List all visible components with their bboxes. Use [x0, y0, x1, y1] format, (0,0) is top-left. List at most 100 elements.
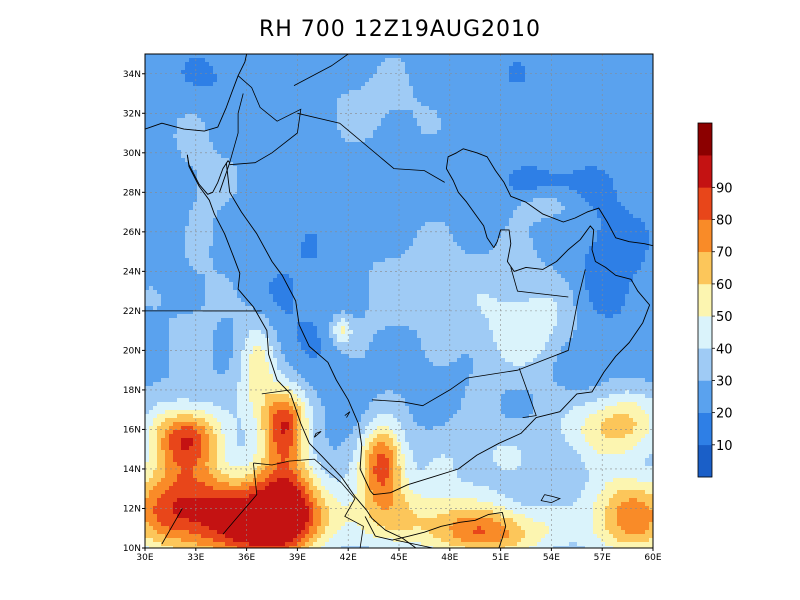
rh-cell: [517, 82, 522, 87]
rh-cell: [369, 170, 374, 175]
rh-cell: [589, 130, 594, 135]
rh-cell: [477, 126, 482, 131]
rh-cell: [617, 150, 622, 155]
rh-cell: [409, 194, 414, 199]
rh-cell: [609, 58, 614, 63]
rh-cell: [509, 170, 514, 175]
rh-cell: [237, 198, 242, 203]
rh-cell: [441, 146, 446, 151]
rh-cell: [277, 150, 282, 155]
rh-cell: [197, 194, 202, 199]
rh-cell: [269, 138, 274, 143]
rh-cell: [273, 106, 278, 111]
rh-cell: [413, 166, 418, 171]
rh-cell: [301, 174, 306, 179]
rh-cell: [269, 174, 274, 179]
rh-cell: [285, 182, 290, 187]
rh-cell: [205, 54, 210, 59]
rh-cell: [377, 174, 382, 179]
rh-cell: [409, 98, 414, 103]
rh-cell: [649, 174, 653, 179]
rh-cell: [473, 178, 478, 183]
rh-cell: [565, 70, 570, 75]
rh-cell: [585, 186, 590, 191]
rh-cell: [589, 58, 594, 63]
rh-cell: [389, 110, 394, 115]
rh-cell: [233, 158, 238, 163]
rh-cell: [225, 202, 230, 207]
rh-cell: [613, 82, 618, 87]
rh-cell: [177, 118, 182, 123]
rh-cell: [309, 182, 314, 187]
rh-cell: [641, 186, 646, 191]
rh-cell: [385, 126, 390, 131]
rh-cell: [477, 162, 482, 167]
rh-cell: [297, 90, 302, 95]
rh-cell: [389, 170, 394, 175]
rh-cell: [341, 174, 346, 179]
rh-cell: [509, 70, 514, 75]
rh-cell: [173, 162, 178, 167]
rh-cell: [297, 102, 302, 107]
rh-cell: [477, 102, 482, 107]
rh-cell: [577, 186, 582, 191]
rh-cell: [205, 138, 210, 143]
rh-cell: [569, 126, 574, 131]
rh-cell: [509, 90, 514, 95]
rh-cell: [457, 154, 462, 159]
rh-cell: [445, 130, 450, 135]
rh-cell: [525, 78, 530, 83]
rh-cell: [473, 162, 478, 167]
rh-cell: [293, 78, 298, 83]
rh-cell: [417, 202, 422, 207]
rh-cell: [373, 130, 378, 135]
rh-cell: [637, 74, 642, 79]
rh-cell: [633, 202, 638, 207]
rh-cell: [621, 202, 626, 207]
rh-cell: [585, 66, 590, 71]
rh-cell: [633, 166, 638, 171]
rh-cell: [245, 142, 250, 147]
rh-cell: [305, 126, 310, 131]
rh-cell: [593, 78, 598, 83]
rh-cell: [321, 110, 326, 115]
rh-cell: [221, 138, 226, 143]
rh-cell: [153, 154, 158, 159]
rh-cell: [401, 194, 406, 199]
rh-cell: [609, 146, 614, 151]
rh-cell: [225, 70, 230, 75]
rh-cell: [585, 58, 590, 63]
rh-cell: [321, 198, 326, 203]
rh-cell: [493, 90, 498, 95]
rh-cell: [545, 122, 550, 127]
rh-cell: [177, 74, 182, 79]
rh-cell: [233, 66, 238, 71]
rh-cell: [617, 190, 622, 195]
rh-cell: [265, 54, 270, 59]
rh-cell: [505, 54, 510, 59]
rh-cell: [625, 62, 630, 67]
rh-cell: [221, 190, 226, 195]
rh-cell: [253, 118, 258, 123]
rh-cell: [621, 122, 626, 127]
rh-cell: [285, 62, 290, 67]
rh-cell: [205, 58, 210, 63]
rh-cell: [577, 54, 582, 59]
rh-cell: [409, 174, 414, 179]
rh-cell: [649, 166, 653, 171]
rh-cell: [257, 198, 262, 203]
rh-cell: [245, 74, 250, 79]
rh-cell: [609, 70, 614, 75]
rh-cell: [317, 98, 322, 103]
rh-cell: [537, 70, 542, 75]
rh-cell: [649, 94, 653, 99]
rh-cell: [177, 146, 182, 151]
rh-cell: [393, 122, 398, 127]
rh-cell: [305, 150, 310, 155]
rh-cell: [629, 206, 634, 211]
rh-cell: [585, 166, 590, 171]
rh-cell: [613, 78, 618, 83]
rh-cell: [381, 122, 386, 127]
rh-cell: [549, 174, 554, 179]
